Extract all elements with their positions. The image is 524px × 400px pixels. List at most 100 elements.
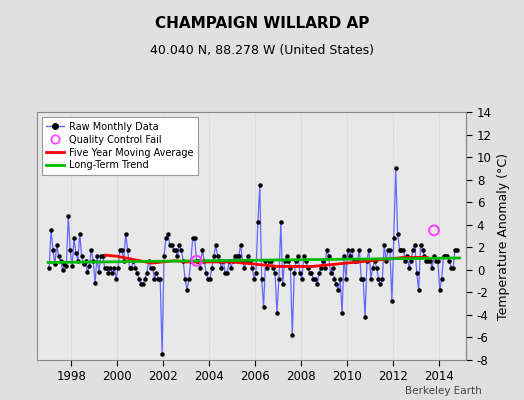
Point [60, 261, 69, 267]
Point [365, 246, 373, 253]
Point [169, 246, 178, 253]
Point [181, 276, 189, 282]
Point [70, 235, 78, 242]
Point [395, 246, 403, 253]
Point [189, 235, 197, 242]
Point [250, 276, 258, 282]
Point [221, 270, 230, 276]
Point [85, 263, 94, 270]
Point [350, 258, 358, 264]
Point [453, 246, 461, 253]
Point [275, 276, 283, 282]
Point [300, 253, 308, 260]
Point [204, 276, 212, 282]
Point [357, 276, 365, 282]
Point [401, 258, 409, 264]
Point [110, 264, 118, 271]
Point [267, 258, 276, 264]
Point [305, 270, 314, 276]
Point [277, 219, 285, 226]
Point [244, 253, 253, 260]
Point [62, 263, 71, 270]
Point [127, 264, 136, 271]
Point [114, 264, 122, 271]
Point [235, 253, 243, 260]
Point [129, 258, 138, 264]
Point [311, 276, 320, 282]
Point [122, 230, 130, 237]
Point [449, 264, 457, 271]
Legend: Raw Monthly Data, Quality Control Fail, Five Year Moving Average, Long-Term Tren: Raw Monthly Data, Quality Control Fail, … [41, 117, 198, 175]
Point [108, 270, 116, 276]
Point [152, 270, 160, 276]
Point [376, 281, 385, 288]
Point [332, 281, 341, 288]
Point [345, 253, 354, 260]
Point [418, 246, 427, 253]
Point [137, 281, 145, 288]
Point [229, 258, 237, 264]
Point [95, 269, 103, 275]
Point [154, 276, 162, 282]
Point [87, 246, 95, 253]
Text: Berkeley Earth: Berkeley Earth [406, 386, 482, 396]
Point [162, 235, 170, 242]
Point [96, 253, 105, 260]
Point [430, 253, 438, 260]
Point [190, 235, 199, 242]
Point [139, 281, 147, 288]
Point [133, 270, 141, 276]
Point [271, 270, 279, 276]
Point [89, 258, 97, 264]
Point [441, 253, 450, 260]
Point [359, 276, 367, 282]
Point [323, 246, 331, 253]
Point [217, 264, 226, 271]
Point [148, 264, 157, 271]
Point [336, 276, 344, 282]
Point [54, 253, 63, 260]
Point [248, 264, 256, 271]
Point [102, 264, 111, 271]
Point [303, 264, 312, 271]
Point [405, 264, 413, 271]
Point [282, 253, 291, 260]
Point [223, 270, 232, 276]
Point [240, 264, 248, 271]
Point [208, 264, 216, 271]
Point [451, 246, 459, 253]
Point [150, 276, 159, 282]
Point [52, 242, 61, 248]
Point [420, 253, 429, 260]
Point [213, 253, 222, 260]
Point [279, 281, 287, 288]
Point [280, 258, 289, 264]
Point [125, 264, 134, 271]
Point [403, 253, 411, 260]
Point [342, 276, 350, 282]
Point [58, 267, 67, 273]
Point [183, 287, 191, 293]
Point [83, 269, 92, 275]
Point [317, 264, 325, 271]
Point [315, 270, 323, 276]
Point [254, 219, 262, 226]
Point [200, 258, 209, 264]
Point [57, 258, 65, 264]
Point [64, 212, 72, 219]
Point [156, 276, 165, 282]
Point [380, 242, 388, 248]
Point [338, 310, 346, 316]
Point [432, 258, 440, 264]
Point [273, 310, 281, 316]
Point [219, 258, 227, 264]
Point [93, 253, 101, 260]
Point [292, 258, 300, 264]
Point [112, 276, 121, 282]
Point [158, 351, 166, 358]
Point [435, 287, 444, 293]
Point [145, 258, 153, 264]
Point [78, 253, 86, 260]
Point [445, 258, 453, 264]
Point [194, 258, 203, 264]
